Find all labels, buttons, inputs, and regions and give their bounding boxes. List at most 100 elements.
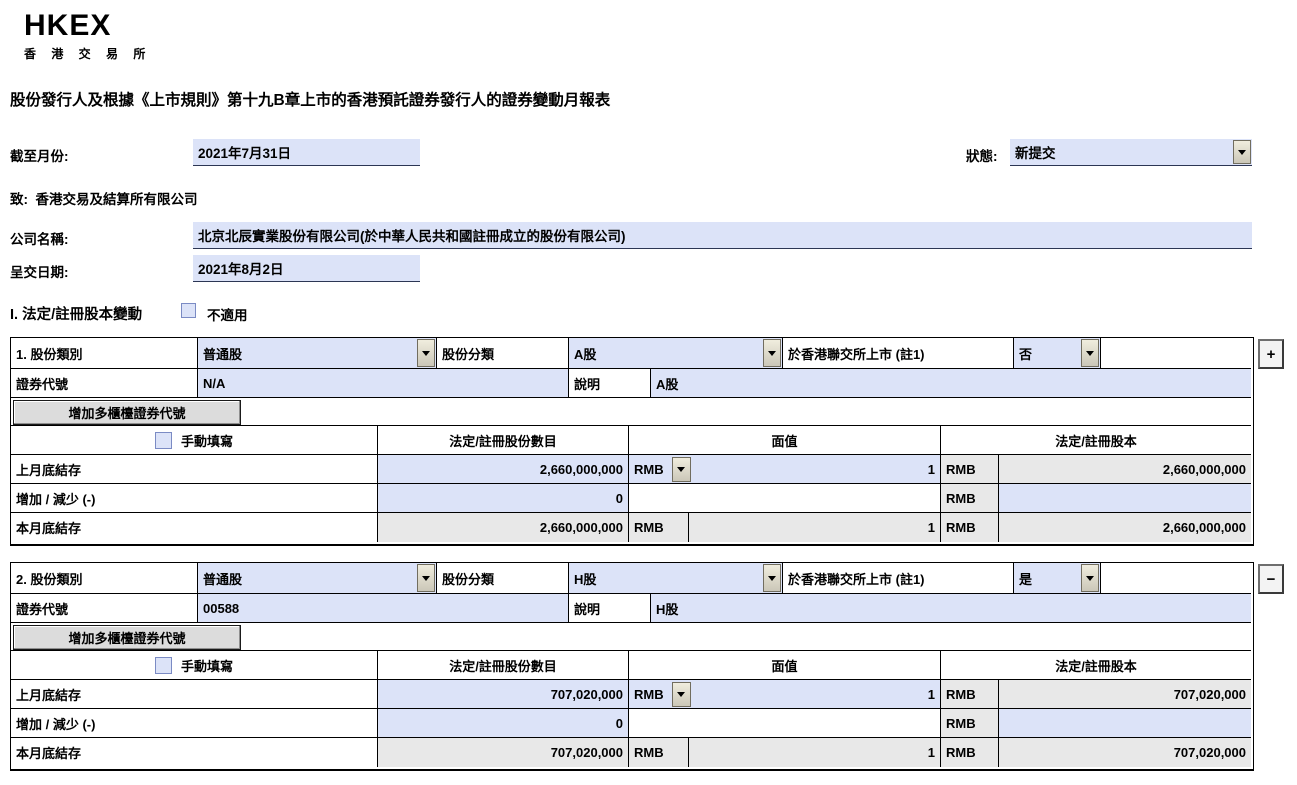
listed-select[interactable]: 是 xyxy=(1014,563,1101,594)
capital-input[interactable] xyxy=(999,484,1251,513)
submit-date-value: 2021年8月2日 xyxy=(198,262,284,277)
subclass-label: 股份分類 xyxy=(437,338,569,369)
company-name-input[interactable]: 北京北辰實業股份有限公司(於中華人民共和國註冊成立的股份有限公司) xyxy=(193,222,1252,249)
chevron-down-icon[interactable] xyxy=(1233,140,1251,164)
hkex-logo-subtext: 香 港 交 易 所 xyxy=(24,47,152,61)
subclass-value: A股 xyxy=(574,346,597,362)
button-row: 增加多櫃檯證券代號 xyxy=(11,623,1251,651)
shares-input[interactable]: 0 xyxy=(378,709,629,738)
stock-code-label: 證券代號 xyxy=(11,369,198,398)
stock-code-value: 00588 xyxy=(203,600,240,616)
currency-select[interactable]: RMB xyxy=(634,686,664,702)
button-row: 增加多櫃檯證券代號 xyxy=(11,398,1251,426)
par-value: 1 xyxy=(689,738,941,767)
subclass-select[interactable]: A股 xyxy=(569,338,783,369)
shares-input[interactable]: 707,020,000 xyxy=(378,680,629,709)
company-name-label: 公司名稱: xyxy=(10,232,69,247)
chevron-down-icon[interactable] xyxy=(671,681,691,707)
listed-label: 於香港聯交所上市 (註1) xyxy=(783,338,1014,369)
chevron-down-icon[interactable] xyxy=(1081,564,1099,592)
stock-code-input[interactable]: 00588 xyxy=(198,594,569,623)
par-value-input[interactable]: 1 xyxy=(927,686,935,702)
remove-share-class-button[interactable]: − xyxy=(1258,564,1284,594)
currency-value: RMB xyxy=(629,513,689,542)
shares-input[interactable]: 2,660,000,000 xyxy=(378,455,629,484)
not-applicable-label: 不適用 xyxy=(207,308,248,323)
col-header-par: 面值 xyxy=(629,426,941,455)
chevron-down-icon[interactable] xyxy=(417,339,435,367)
not-applicable-checkbox[interactable] xyxy=(181,303,196,318)
status-label: 狀態: xyxy=(966,149,998,164)
col-header-capital: 法定/註冊股本 xyxy=(941,426,1251,455)
description-input[interactable]: H股 xyxy=(651,594,1251,623)
description-value: H股 xyxy=(656,601,679,617)
capital-currency: RMB xyxy=(941,680,999,709)
as-of-month-input[interactable]: 2021年7月31日 xyxy=(193,139,420,166)
share-capital-table-2: 2. 股份類別 普通股 股份分類 H股 於香港聯交所上市 (註1) 是 證券代號… xyxy=(10,562,1254,771)
par-value-input[interactable]: 1 xyxy=(927,461,935,477)
manual-fill-label: 手動填寫 xyxy=(180,658,233,674)
chevron-down-icon[interactable] xyxy=(763,564,781,592)
listed-select[interactable]: 否 xyxy=(1014,338,1101,369)
share-class-select[interactable]: 普通股 xyxy=(198,563,437,594)
currency-select[interactable]: RMB xyxy=(634,461,664,477)
to-label: 致: xyxy=(10,192,28,207)
description-input[interactable]: A股 xyxy=(651,369,1251,398)
listed-label: 於香港聯交所上市 (註1) xyxy=(783,563,1014,594)
listed-value: 否 xyxy=(1019,346,1033,362)
share-class-select[interactable]: 普通股 xyxy=(198,338,437,369)
empty-cell xyxy=(1101,338,1251,369)
chevron-down-icon[interactable] xyxy=(417,564,435,592)
share-class-value: 普通股 xyxy=(203,346,243,362)
share-capital-table-1: 1. 股份類別 普通股 股份分類 A股 於香港聯交所上市 (註1) 否 證券代號… xyxy=(10,337,1254,546)
status-select[interactable]: 新提交 xyxy=(1010,139,1252,166)
capital-currency: RMB xyxy=(941,455,999,484)
description-label: 說明 xyxy=(569,369,651,398)
status-value: 新提交 xyxy=(1015,146,1056,161)
capital-currency: RMB xyxy=(941,709,999,738)
class-label: 1. 股份類別 xyxy=(11,338,198,369)
submit-date-input[interactable]: 2021年8月2日 xyxy=(193,255,420,282)
row-label: 增加 / 減少 (-) xyxy=(11,484,378,513)
chevron-down-icon[interactable] xyxy=(763,339,781,367)
stock-code-value: N/A xyxy=(203,375,226,391)
chevron-down-icon[interactable] xyxy=(671,456,691,482)
shares-value: 707,020,000 xyxy=(378,738,629,767)
capital-input[interactable] xyxy=(999,709,1251,738)
as-of-month-label: 截至月份: xyxy=(10,149,69,164)
manual-fill-header: 手動填寫 xyxy=(11,651,378,680)
company-name-value: 北京北辰實業股份有限公司(於中華人民共和國註冊成立的股份有限公司) xyxy=(198,229,626,244)
empty-cell xyxy=(1101,563,1251,594)
manual-fill-checkbox[interactable] xyxy=(154,656,172,674)
subclass-value: H股 xyxy=(574,571,597,587)
shares-value: 0 xyxy=(615,490,623,506)
empty-cell xyxy=(629,484,941,513)
capital-currency: RMB xyxy=(941,738,999,767)
shares-input[interactable]: 0 xyxy=(378,484,629,513)
par-value: 1 xyxy=(689,513,941,542)
subclass-select[interactable]: H股 xyxy=(569,563,783,594)
manual-fill-label: 手動填寫 xyxy=(180,433,233,449)
to-value: 香港交易及結算所有限公司 xyxy=(35,192,198,207)
add-counter-code-button[interactable]: 增加多櫃檯證券代號 xyxy=(13,625,241,650)
par-value-cell: RMB 1 xyxy=(629,455,941,484)
class-label: 2. 股份類別 xyxy=(11,563,198,594)
capital-value: 2,660,000,000 xyxy=(999,455,1251,484)
submit-date-label: 呈交日期: xyxy=(10,265,69,280)
description-label: 說明 xyxy=(569,594,651,623)
share-class-value: 普通股 xyxy=(203,571,243,587)
shares-value: 2,660,000,000 xyxy=(378,513,629,542)
shares-value: 0 xyxy=(615,715,623,731)
manual-fill-header: 手動填寫 xyxy=(11,426,378,455)
shares-value: 2,660,000,000 xyxy=(539,461,623,477)
to-line: 致: 香港交易及結算所有限公司 xyxy=(10,188,198,208)
stock-code-input[interactable]: N/A xyxy=(198,369,569,398)
capital-currency: RMB xyxy=(941,513,999,542)
manual-fill-checkbox[interactable] xyxy=(154,431,172,449)
chevron-down-icon[interactable] xyxy=(1081,339,1099,367)
row-label: 本月底結存 xyxy=(11,738,378,767)
add-counter-code-button[interactable]: 增加多櫃檯證券代號 xyxy=(13,400,241,425)
add-share-class-button[interactable]: + xyxy=(1258,339,1284,369)
row-label: 本月底結存 xyxy=(11,513,378,542)
capital-value: 707,020,000 xyxy=(999,738,1251,767)
